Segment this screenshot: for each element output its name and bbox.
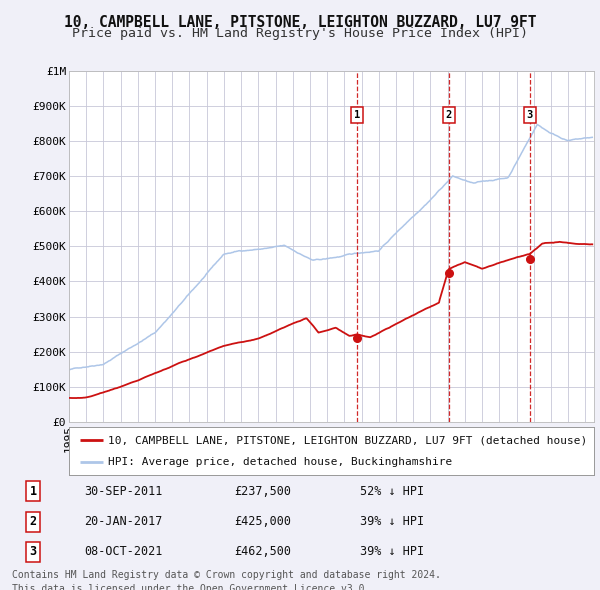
- Text: This data is licensed under the Open Government Licence v3.0.: This data is licensed under the Open Gov…: [12, 584, 370, 590]
- Text: Contains HM Land Registry data © Crown copyright and database right 2024.: Contains HM Land Registry data © Crown c…: [12, 570, 441, 580]
- Text: £425,000: £425,000: [234, 515, 291, 528]
- Text: 2: 2: [445, 110, 452, 120]
- Text: 39% ↓ HPI: 39% ↓ HPI: [360, 545, 424, 558]
- Text: HPI: Average price, detached house, Buckinghamshire: HPI: Average price, detached house, Buck…: [109, 457, 452, 467]
- Text: 30-SEP-2011: 30-SEP-2011: [84, 485, 163, 498]
- Text: £237,500: £237,500: [234, 485, 291, 498]
- Text: 1: 1: [354, 110, 361, 120]
- Text: 39% ↓ HPI: 39% ↓ HPI: [360, 515, 424, 528]
- Text: 2: 2: [29, 515, 37, 528]
- Text: £462,500: £462,500: [234, 545, 291, 558]
- Text: 20-JAN-2017: 20-JAN-2017: [84, 515, 163, 528]
- Text: 10, CAMPBELL LANE, PITSTONE, LEIGHTON BUZZARD, LU7 9FT: 10, CAMPBELL LANE, PITSTONE, LEIGHTON BU…: [64, 15, 536, 30]
- Text: 1: 1: [29, 485, 37, 498]
- Text: 10, CAMPBELL LANE, PITSTONE, LEIGHTON BUZZARD, LU7 9FT (detached house): 10, CAMPBELL LANE, PITSTONE, LEIGHTON BU…: [109, 435, 587, 445]
- Text: Price paid vs. HM Land Registry's House Price Index (HPI): Price paid vs. HM Land Registry's House …: [72, 27, 528, 40]
- Text: 3: 3: [29, 545, 37, 558]
- Text: 3: 3: [527, 110, 533, 120]
- Text: 52% ↓ HPI: 52% ↓ HPI: [360, 485, 424, 498]
- Text: 08-OCT-2021: 08-OCT-2021: [84, 545, 163, 558]
